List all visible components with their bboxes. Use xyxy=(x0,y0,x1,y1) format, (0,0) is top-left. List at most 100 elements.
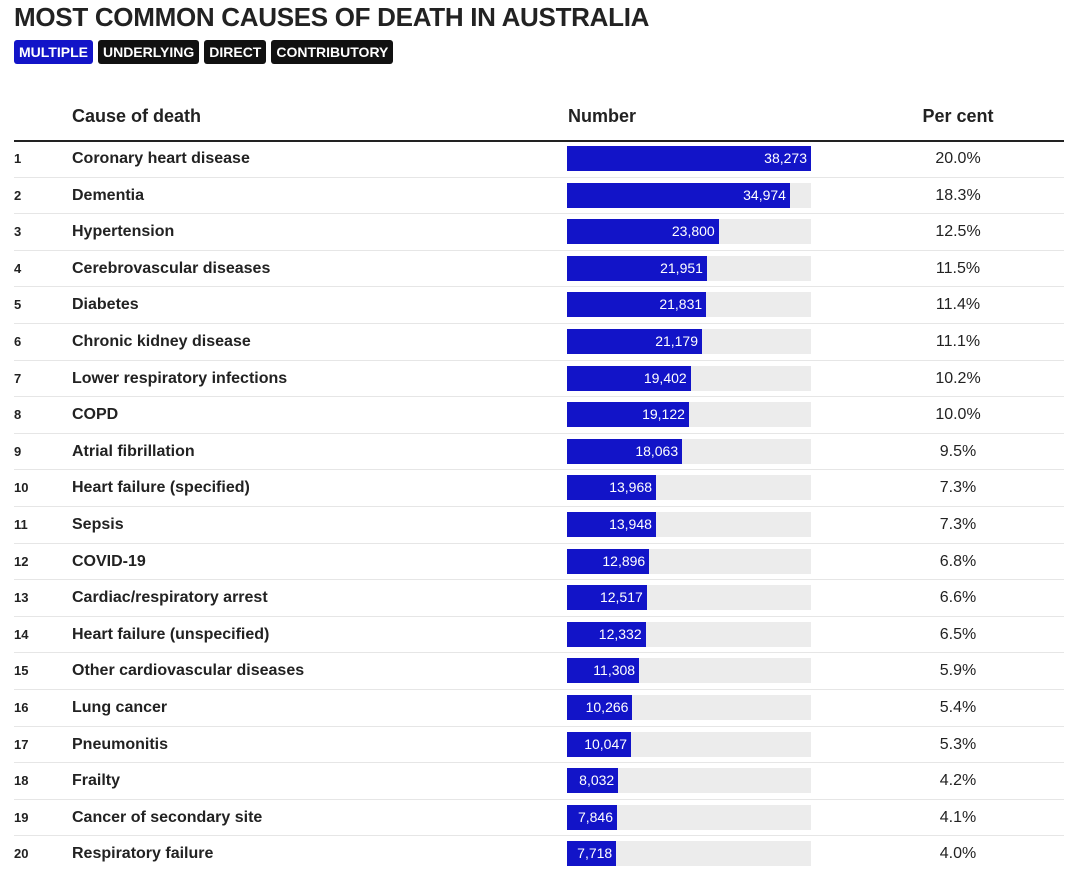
percent-label: 4.1% xyxy=(939,808,977,826)
rank-label: 5 xyxy=(14,297,22,313)
bar-value-label: 19,122 xyxy=(642,406,685,423)
filter-multiple-button[interactable]: MULTIPLE xyxy=(14,40,93,64)
bar: 21,179 xyxy=(567,328,703,354)
bar-value-label: 21,179 xyxy=(655,332,699,349)
table-row: 11 Sepsis 13,948 7.3% xyxy=(14,507,1064,544)
bar: 34,974 xyxy=(567,182,790,208)
cause-label: Lung cancer xyxy=(72,698,168,716)
bar: 10,266 xyxy=(567,694,633,720)
table-row: 4 Cerebrovascular diseases 21,951 11.5% xyxy=(14,251,1064,288)
bar: 18,063 xyxy=(567,438,683,464)
cause-label: Frailty xyxy=(72,772,121,790)
rank-label: 9 xyxy=(14,443,22,459)
cause-label: COVID-19 xyxy=(72,552,146,570)
cause-label: Hypertension xyxy=(72,223,175,241)
filter-tabs: MULTIPLE UNDERLYING DIRECT CONTRIBUTORY xyxy=(14,40,394,64)
bar: 23,800 xyxy=(567,219,719,245)
bar-track: 13,968 xyxy=(567,475,811,501)
cause-label: COPD xyxy=(72,406,119,424)
bar-track: 13,948 xyxy=(567,511,811,537)
bar: 12,332 xyxy=(567,621,646,647)
rank-label: 12 xyxy=(14,553,29,569)
percent-label: 12.5% xyxy=(935,223,981,241)
filter-underlying-button[interactable]: UNDERLYING xyxy=(97,40,200,64)
bar-track: 12,517 xyxy=(567,585,811,611)
percent-label: 11.4% xyxy=(935,296,981,314)
percent-label: 7.3% xyxy=(939,479,977,497)
rank-label: 14 xyxy=(14,626,29,642)
column-header-number: Number xyxy=(568,106,637,126)
rank-label: 4 xyxy=(14,260,22,276)
filter-contributory-button[interactable]: CONTRIBUTORY xyxy=(271,40,394,64)
bar-value-label: 10,266 xyxy=(585,698,629,715)
bar: 19,402 xyxy=(567,365,691,391)
bar: 21,831 xyxy=(567,292,707,318)
percent-label: 6.5% xyxy=(939,625,977,643)
cause-label: Sepsis xyxy=(72,515,124,533)
cause-label: Heart failure (specified) xyxy=(72,479,250,497)
table-row: 20 Respiratory failure 7,718 4.0% xyxy=(14,836,1064,872)
percent-label: 7.3% xyxy=(939,515,977,533)
bar-track: 10,047 xyxy=(567,731,811,757)
rank-label: 7 xyxy=(14,370,22,386)
bar: 10,047 xyxy=(567,731,632,757)
cause-label: Atrial fibrillation xyxy=(72,442,195,460)
bar-track: 38,273 xyxy=(567,146,811,171)
bar-value-label: 8,032 xyxy=(579,772,615,789)
bar-value-label: 11,308 xyxy=(593,662,636,679)
rank-label: 20 xyxy=(14,846,29,862)
bar-track: 7,718 xyxy=(567,841,811,867)
bar-value-label: 7,718 xyxy=(577,845,613,862)
rank-label: 1 xyxy=(14,151,22,166)
bar-track: 21,179 xyxy=(567,328,811,354)
cause-label: Lower respiratory infections xyxy=(72,369,288,387)
table-row: 3 Hypertension 23,800 12.5% xyxy=(14,214,1064,251)
percent-label: 11.1% xyxy=(935,332,981,350)
column-header-percent: Per cent xyxy=(922,106,994,126)
bar-value-label: 21,951 xyxy=(660,259,703,276)
bar: 7,718 xyxy=(567,841,617,867)
table-row: 19 Cancer of secondary site 7,846 4.1% xyxy=(14,800,1064,837)
bar-value-label: 7,846 xyxy=(577,808,614,825)
table-body: 1 Coronary heart disease 38,273 20.0% 2 Demen… xyxy=(14,141,1064,872)
table-row: 17 Pneumonitis 10,047 5.3% xyxy=(14,727,1064,764)
bar-track: 34,974 xyxy=(567,182,811,208)
bar: 19,122 xyxy=(567,402,689,428)
rank-label: 10 xyxy=(14,480,29,496)
bar-value-label: 13,948 xyxy=(609,515,652,532)
cause-label: Heart failure (unspecified) xyxy=(72,625,270,643)
percent-label: 11.5% xyxy=(935,259,981,277)
cause-label: Respiratory failure xyxy=(72,845,214,863)
bar-value-label: 19,402 xyxy=(643,369,687,386)
bar: 12,517 xyxy=(567,585,647,611)
bar-track: 7,846 xyxy=(567,804,811,830)
cause-label: Diabetes xyxy=(72,296,139,314)
bar-track: 11,308 xyxy=(567,658,811,684)
bar-track: 12,896 xyxy=(567,548,811,574)
bar: 11,308 xyxy=(567,658,640,684)
rank-label: 3 xyxy=(14,224,22,240)
table-row: 7 Lower respiratory infections 19,402 10.2% xyxy=(14,361,1064,398)
rank-label: 19 xyxy=(14,809,29,825)
table-row: 5 Diabetes 21,831 11.4% xyxy=(14,287,1064,324)
cause-label: Cerebrovascular diseases xyxy=(72,259,271,277)
table-row: 10 Heart failure (specified) 13,968 7.3% xyxy=(14,470,1064,507)
rank-label: 13 xyxy=(14,590,29,606)
percent-label: 5.9% xyxy=(939,662,977,680)
bar-value-label: 21,831 xyxy=(659,296,703,313)
rank-label: 16 xyxy=(14,699,29,715)
filter-direct-button[interactable]: DIRECT xyxy=(204,40,267,64)
bar: 12,896 xyxy=(567,548,650,574)
rank-label: 17 xyxy=(14,736,29,752)
rank-label: 6 xyxy=(14,333,22,349)
bar-track: 19,122 xyxy=(567,402,811,428)
percent-label: 6.8% xyxy=(939,552,977,570)
table-header: Cause of death Number Per cent xyxy=(14,104,1064,142)
page-title: MOST COMMON CAUSES OF DEATH IN AUSTRALIA xyxy=(14,2,650,32)
cause-label: Chronic kidney disease xyxy=(72,332,251,350)
bar-value-label: 12,896 xyxy=(602,552,646,569)
bar-track: 8,032 xyxy=(567,768,811,794)
bar: 21,951 xyxy=(567,255,707,281)
percent-label: 20.0% xyxy=(935,150,981,167)
cause-label: Coronary heart disease xyxy=(72,150,250,167)
